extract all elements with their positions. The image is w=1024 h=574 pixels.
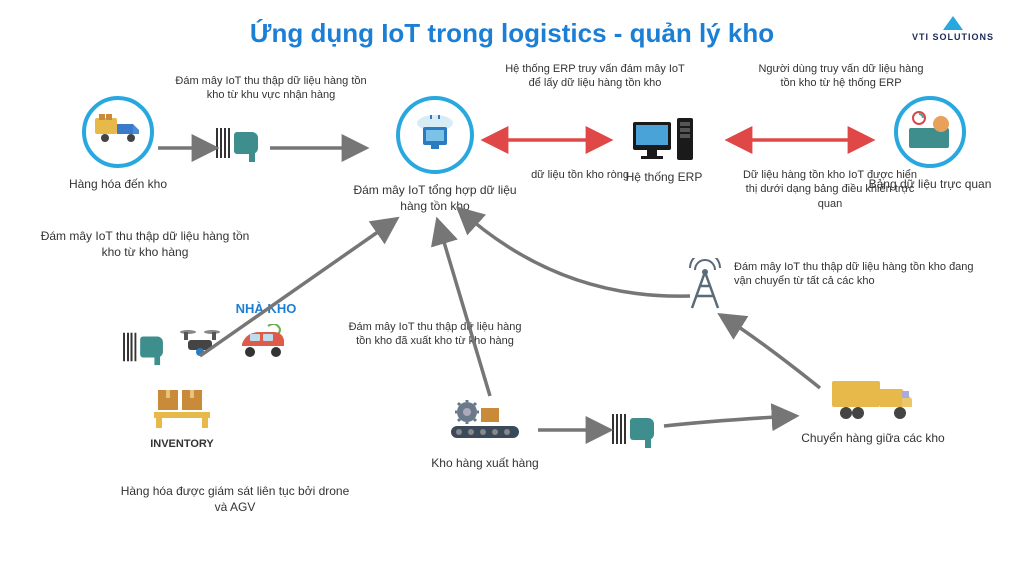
- logo-text: VTI SOLUTIONS: [912, 32, 994, 42]
- label-goods-arrive: Hàng hóa đến kho: [48, 176, 188, 192]
- brand-logo: VTI SOLUTIONS: [912, 16, 994, 42]
- scanner-icon: [123, 333, 163, 362]
- radio-tower-icon: [675, 258, 735, 317]
- arrow-ship_out-cloud: [438, 222, 490, 396]
- node-ship-out: Kho hàng xuất hàng: [410, 400, 560, 471]
- label-inventory: INVENTORY: [132, 437, 232, 452]
- conveyor-icon: [445, 400, 525, 450]
- label-dash-below: Dữ liệu hàng tồn kho IoT được hiển thị d…: [740, 168, 920, 211]
- label-tower: Đám mây IoT thu thập dữ liệu hàng tồn kh…: [734, 260, 994, 289]
- node-goods-arrive: Hàng hóa đến kho: [48, 96, 188, 192]
- delivery-truck-icon: [828, 375, 918, 425]
- label-truck-transfer: Chuyển hàng giữa các kho: [788, 430, 958, 446]
- arrow-scan2-truck2: [664, 416, 794, 426]
- label-warehouse-collect: Đám mây IoT thu thập dữ liệu hàng tồn kh…: [40, 228, 250, 260]
- label-cloud: Đám mây IoT tổng hợp dữ liệu hàng tồn kh…: [345, 182, 525, 214]
- erp-server-icon: [604, 114, 724, 169]
- node-truck-transfer: Chuyển hàng giữa các kho: [788, 375, 958, 446]
- label-ship-out: Kho hàng xuất hàng: [410, 455, 560, 471]
- warehouse-icons-row: [122, 324, 342, 374]
- label-dash-above: Người dùng truy vấn dữ liệu hàng tồn kho…: [756, 62, 926, 91]
- logo-triangle-icon: [943, 16, 963, 30]
- label-erp-below: dữ liệu tồn kho ròng: [510, 168, 650, 182]
- cloud-monitor-icon: [396, 96, 474, 174]
- label-nha-kho: NHÀ KHO: [226, 301, 306, 316]
- user-dashboard-icon: [894, 96, 966, 168]
- label-erp-above: Hệ thống ERP truy vấn đám mây IoT để lấy…: [500, 62, 690, 91]
- truck-icon: [82, 96, 154, 168]
- scanner1-icon: [216, 128, 258, 158]
- node-cloud: Đám mây IoT tổng hợp dữ liệu hàng tồn kh…: [345, 96, 525, 214]
- inventory-icon: INVENTORY: [132, 386, 232, 452]
- label-monitor: Hàng hóa được giám sát liên tục bởi dron…: [120, 483, 350, 515]
- page-title: Ứng dụng IoT trong logistics - quản lý k…: [0, 18, 1024, 49]
- arrow-tower-cloud: [460, 210, 690, 296]
- label-ship-out-collect: Đám mây IoT thu thập dữ liệu hàng tồn kh…: [340, 320, 530, 349]
- agv-car-icon: [236, 324, 290, 362]
- drone-icon: [178, 328, 222, 362]
- scanner2-icon: [612, 414, 654, 444]
